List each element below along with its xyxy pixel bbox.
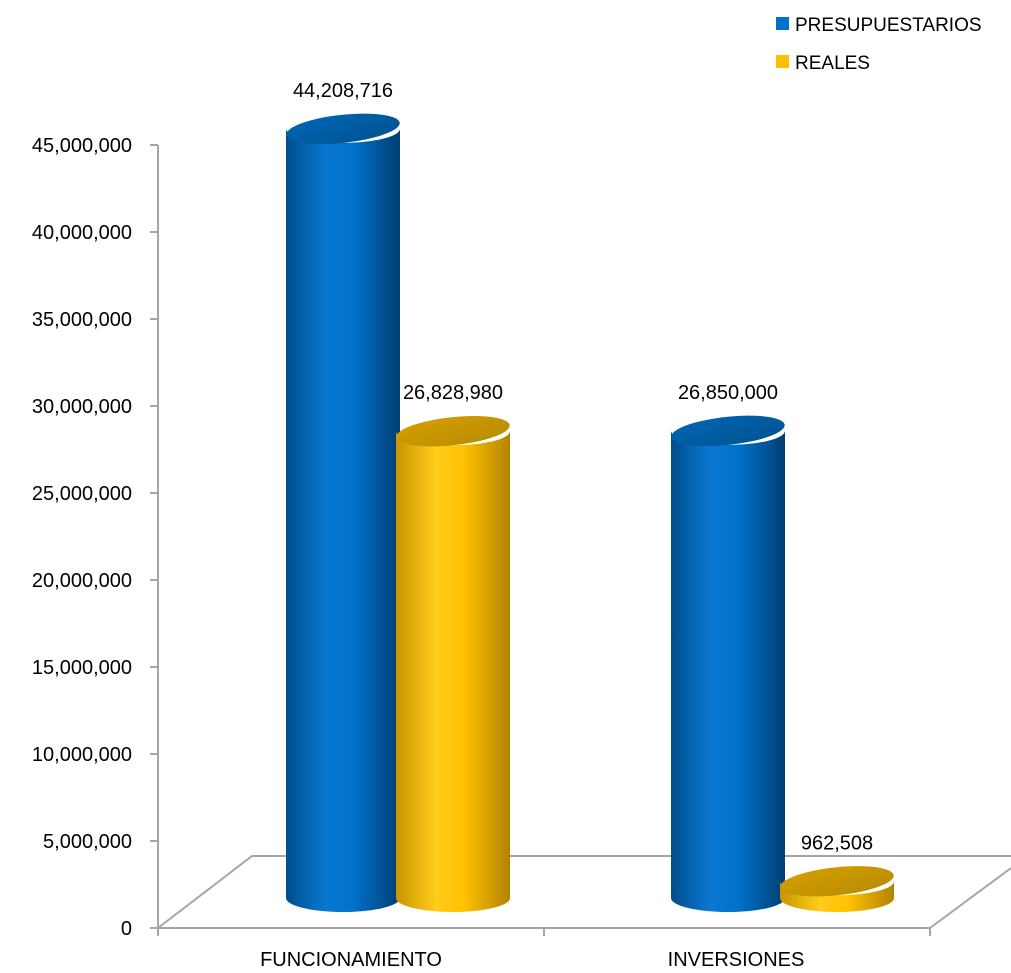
- x-category-label: FUNCIONAMIENTO: [260, 949, 442, 971]
- cylinder-body: [396, 431, 510, 912]
- y-tick-label: 20,000,000: [32, 570, 132, 592]
- floor-right-edge: [929, 867, 1011, 929]
- y-tick-label: 40,000,000: [32, 222, 132, 244]
- data-label-reales: 26,828,980: [403, 382, 503, 404]
- cylinder-body: [780, 881, 894, 912]
- legend-swatch-reales: [776, 55, 789, 68]
- y-tick-label: 45,000,000: [32, 135, 132, 157]
- data-label-presupuestarios: 44,208,716: [293, 80, 393, 102]
- legend-item-reales: REALES: [776, 53, 870, 74]
- cylinder-top: [286, 113, 400, 144]
- cylinder-bar-presupuestarios-1: [671, 415, 785, 912]
- x-axis-ticks: FUNCIONAMIENTO INVERSIONES: [157, 928, 931, 971]
- legend-swatch-presupuestarios: [776, 17, 789, 30]
- y-tick-label: 35,000,000: [32, 309, 132, 331]
- y-tick-label: 10,000,000: [32, 744, 132, 766]
- data-label-presupuestarios: 26,850,000: [678, 382, 778, 404]
- legend-label-reales: REALES: [795, 53, 870, 74]
- legend-label-presupuestarios: PRESUPUESTARIOS: [795, 15, 982, 36]
- legend: PRESUPUESTARIOS REALES: [776, 15, 982, 74]
- cylinder-bar-reales-1: [780, 866, 894, 912]
- axes: [157, 145, 1011, 929]
- y-tick-label: 5,000,000: [43, 831, 132, 853]
- legend-item-presupuestarios: PRESUPUESTARIOS: [776, 15, 982, 36]
- data-label-reales: 962,508: [801, 832, 873, 854]
- cylinder-body: [286, 128, 400, 913]
- data-labels: 44,208,716 26,828,980 26,850,000 962,508: [293, 80, 873, 854]
- y-tick-label: 0: [121, 918, 132, 940]
- bars: [286, 113, 894, 913]
- cylinder-top: [780, 866, 894, 897]
- x-category-label: INVERSIONES: [668, 949, 805, 971]
- y-axis-ticks: 0 5,000,000 10,000,000 15,000,000 20,000,000…: [32, 135, 158, 940]
- y-tick-label: 25,000,000: [32, 483, 132, 505]
- y-tick-label: 15,000,000: [32, 657, 132, 679]
- cylinder-top: [396, 416, 510, 447]
- cylinder-body: [671, 430, 785, 912]
- y-tick-label: 30,000,000: [32, 396, 132, 418]
- cylinder-bar-reales-0: [396, 416, 510, 912]
- cylinder-top: [671, 415, 785, 446]
- cylinder-bar-presupuestarios-0: [286, 113, 400, 913]
